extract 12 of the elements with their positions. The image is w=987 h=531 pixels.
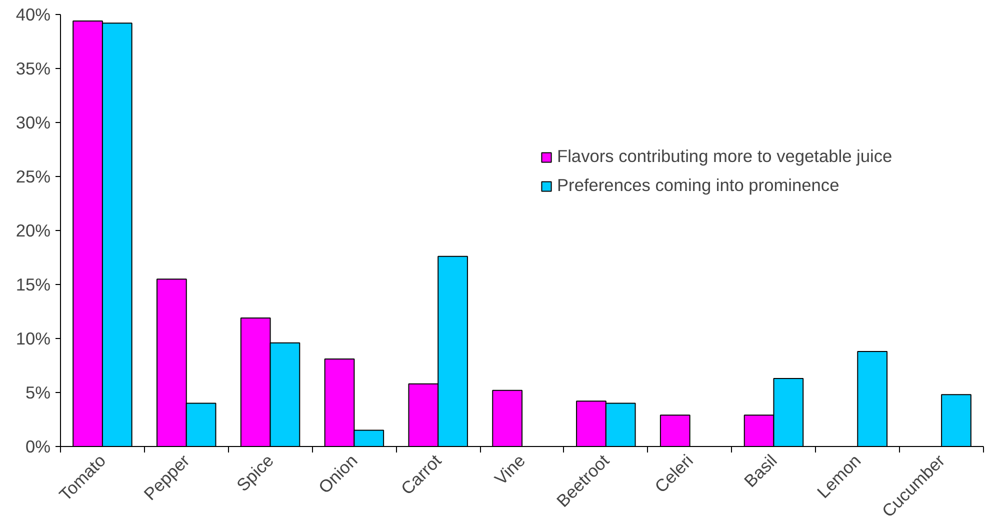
y-tick-label: 10% [16,328,51,348]
legend-label: Flavors contributing more to vegetable juice [557,146,892,167]
x-tick-label: Vine [490,450,530,489]
y-tick-label: 30% [16,112,51,132]
y-tick-label: 25% [16,166,51,186]
y-tick-label: 15% [16,274,51,294]
y-tick-label: 5% [25,382,50,402]
y-tick-label: 20% [16,220,51,240]
y-tick-label: 0% [25,436,50,456]
y-tick-label: 35% [16,58,51,78]
legend-label: Preferences coming into prominence [557,175,840,196]
y-tick-label: 40% [16,4,51,24]
